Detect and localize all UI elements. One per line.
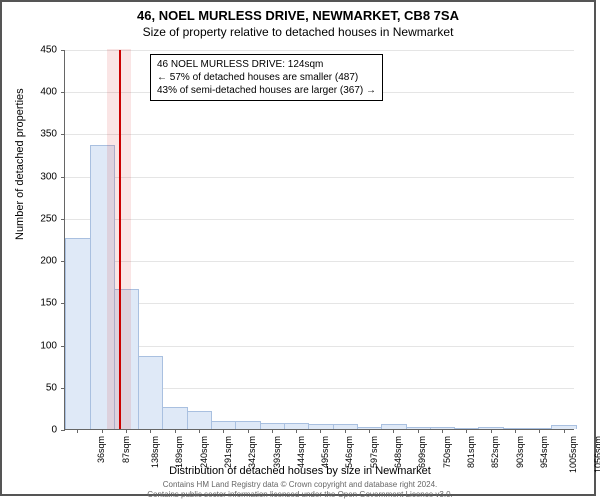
annotation-line1: 46 NOEL MURLESS DRIVE: 124sqm <box>157 58 376 71</box>
xtick-mark <box>491 429 492 433</box>
xtick-mark <box>320 429 321 433</box>
xtick-label: 750sqm <box>442 436 452 468</box>
xtick-label: 597sqm <box>369 436 379 468</box>
annotation-box: 46 NOEL MURLESS DRIVE: 124sqm ← 57% of d… <box>150 54 383 101</box>
xtick-label: 801sqm <box>466 436 476 468</box>
highlight-line <box>119 50 121 429</box>
ytick-label: 50 <box>27 382 57 393</box>
xtick-mark <box>272 429 273 433</box>
xtick-mark <box>539 429 540 433</box>
xtick-mark <box>102 429 103 433</box>
xtick-label: 444sqm <box>296 436 306 468</box>
ytick-label: 450 <box>27 45 57 56</box>
annotation-line2: ← 57% of detached houses are smaller (48… <box>157 71 376 84</box>
xtick-mark <box>466 429 467 433</box>
chart-container: 46, NOEL MURLESS DRIVE, NEWMARKET, CB8 7… <box>0 0 596 496</box>
ytick-mark <box>61 92 65 93</box>
xtick-mark <box>248 429 249 433</box>
xtick-label: 138sqm <box>150 436 160 468</box>
ytick-label: 0 <box>27 425 57 436</box>
plot-area: 05010015020025030035040045036sqm87sqm138… <box>64 50 574 430</box>
xtick-label: 903sqm <box>515 436 525 468</box>
gridline <box>65 219 574 220</box>
gridline <box>65 303 574 304</box>
ytick-label: 200 <box>27 256 57 267</box>
title-line1: 46, NOEL MURLESS DRIVE, NEWMARKET, CB8 7… <box>2 8 594 23</box>
gridline <box>65 346 574 347</box>
xtick-label: 189sqm <box>174 436 184 468</box>
histogram-bar <box>162 407 187 429</box>
histogram-bar <box>235 421 260 429</box>
xtick-mark <box>77 429 78 433</box>
xtick-mark <box>345 429 346 433</box>
plot-area-wrap: 05010015020025030035040045036sqm87sqm138… <box>64 50 574 430</box>
xtick-mark <box>223 429 224 433</box>
histogram-bar <box>187 411 212 429</box>
ytick-mark <box>61 177 65 178</box>
histogram-bar <box>138 356 163 429</box>
xtick-label: 87sqm <box>121 436 131 463</box>
footer: Contains HM Land Registry data © Crown c… <box>2 480 598 499</box>
xtick-label: 495sqm <box>320 436 330 468</box>
xtick-mark <box>369 429 370 433</box>
ytick-label: 150 <box>27 298 57 309</box>
ytick-mark <box>61 430 65 431</box>
xtick-label: 852sqm <box>490 436 500 468</box>
xtick-mark <box>515 429 516 433</box>
gridline <box>65 50 574 51</box>
ytick-label: 300 <box>27 171 57 182</box>
xtick-mark <box>442 429 443 433</box>
ytick-mark <box>61 219 65 220</box>
xtick-label: 546sqm <box>345 436 355 468</box>
x-axis-label: Distribution of detached houses by size … <box>2 465 598 477</box>
xtick-label: 954sqm <box>539 436 549 468</box>
histogram-bar <box>65 238 90 429</box>
xtick-label: 240sqm <box>199 436 209 468</box>
gridline <box>65 134 574 135</box>
gridline <box>65 261 574 262</box>
xtick-mark <box>150 429 151 433</box>
xtick-mark <box>296 429 297 433</box>
ytick-label: 350 <box>27 129 57 140</box>
xtick-mark <box>564 429 565 433</box>
xtick-label: 291sqm <box>223 436 233 468</box>
xtick-label: 36sqm <box>96 436 106 463</box>
xtick-mark <box>393 429 394 433</box>
xtick-label: 342sqm <box>247 436 257 468</box>
footer-line1: Contains HM Land Registry data © Crown c… <box>2 480 598 490</box>
xtick-mark <box>199 429 200 433</box>
xtick-label: 648sqm <box>393 436 403 468</box>
annotation-line3: 43% of semi-detached houses are larger (… <box>157 84 376 97</box>
footer-line2: Contains public sector information licen… <box>2 490 598 500</box>
title-line2: Size of property relative to detached ho… <box>2 25 594 39</box>
gridline <box>65 177 574 178</box>
xtick-label: 393sqm <box>272 436 282 468</box>
ytick-label: 100 <box>27 340 57 351</box>
xtick-mark <box>175 429 176 433</box>
ytick-mark <box>61 134 65 135</box>
histogram-bar <box>211 421 236 429</box>
xtick-mark <box>418 429 419 433</box>
ytick-label: 400 <box>27 87 57 98</box>
ytick-label: 250 <box>27 213 57 224</box>
y-axis-label: Number of detached properties <box>14 88 26 240</box>
ytick-mark <box>61 50 65 51</box>
xtick-label: 699sqm <box>417 436 427 468</box>
xtick-mark <box>126 429 127 433</box>
